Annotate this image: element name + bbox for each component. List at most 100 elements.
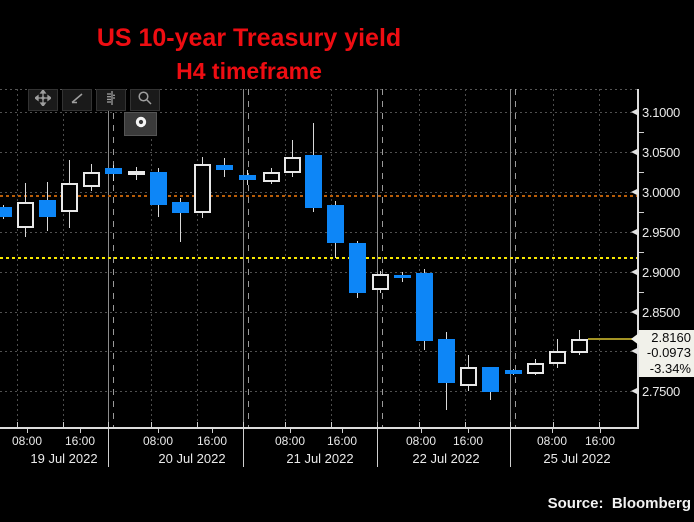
x-axis-tick [80, 429, 81, 433]
y-axis-tick-arrow [631, 188, 639, 196]
y-axis-tick-arrow [631, 148, 639, 156]
x-axis-upper-tick [243, 422, 244, 427]
h-gridline [0, 272, 637, 273]
target-tool-button[interactable] [124, 112, 157, 136]
y-axis-label: 2.8500 [642, 305, 680, 320]
y-axis-label: 3.0500 [642, 145, 680, 160]
last-price-line [588, 338, 637, 340]
candle-body-down [104, 168, 122, 174]
zoom-icon [137, 90, 153, 111]
candle-body-up [262, 172, 280, 182]
y-axis-tick-arrow [631, 308, 639, 316]
candle-body-down [504, 370, 522, 374]
day-separator [243, 429, 244, 467]
candle-body-down [304, 155, 322, 208]
y-axis-minor-tick [639, 132, 644, 133]
target-icon [133, 114, 149, 135]
x-axis-tick [290, 429, 291, 433]
x-axis-time-label: 08:00 [405, 434, 437, 448]
h-gridline [0, 232, 637, 233]
support-reference-line [0, 257, 637, 259]
candle-body-up [371, 274, 389, 290]
candle-body-down [415, 273, 433, 341]
candle-body-down [0, 207, 12, 217]
candle-body-down [149, 172, 167, 205]
annotations-tool-button[interactable] [96, 89, 126, 111]
x-axis-time-label: 08:00 [536, 434, 568, 448]
x-axis-date-label: 25 Jul 2022 [543, 451, 611, 466]
y-axis-tick-arrow [631, 268, 639, 276]
candle-body-up [127, 171, 145, 175]
x-axis-time-label: 16:00 [326, 434, 358, 448]
x-axis-upper-tick [599, 422, 600, 427]
x-axis-upper-tick [331, 422, 332, 427]
x-axis-time-label: 16:00 [196, 434, 228, 448]
x-axis-upper-tick [285, 422, 286, 427]
candle-body-down [38, 200, 56, 217]
annotations-icon [103, 90, 119, 111]
x-axis-date-label: 20 Jul 2022 [158, 451, 226, 466]
x-axis-upper-tick [197, 422, 198, 427]
candle-wick [179, 198, 181, 242]
candle-body-up [548, 351, 566, 364]
h-gridline [0, 351, 637, 352]
last-price-tag: 2.8160 -0.0973 -3.34% [631, 330, 694, 377]
y-axis-minor-tick [639, 292, 644, 293]
h-gridline [0, 391, 637, 392]
h-gridline [0, 312, 637, 313]
y-axis-minor-tick [639, 252, 644, 253]
h-gridline [0, 152, 637, 153]
candle-body-down [238, 175, 256, 180]
day-separator [377, 429, 378, 467]
x-axis-upper-tick [151, 422, 152, 427]
candle-body-up [526, 363, 544, 374]
source-credit: Source: Bloomberg [547, 495, 691, 512]
pan-tool-button[interactable] [28, 88, 58, 111]
x-axis-date-label: 19 Jul 2022 [30, 451, 98, 466]
candle-body-up [459, 367, 477, 386]
x-axis-tick [600, 429, 601, 433]
chart-plot-area[interactable] [0, 89, 637, 427]
candle-body-down [481, 367, 499, 392]
chart-subtitle: H4 timeframe [176, 58, 322, 84]
x-axis-upper-tick [63, 422, 64, 427]
y-axis-tick-arrow [631, 347, 639, 355]
x-axis-upper-tick [465, 422, 466, 427]
chart-title: US 10-year Treasury yield [96, 24, 402, 52]
price-pct-change: -3.34% [649, 360, 691, 376]
candle-body-up [283, 157, 301, 173]
candle-body-up [82, 172, 100, 187]
candle-body-down [326, 205, 344, 243]
candle-body-up [570, 339, 588, 353]
x-axis-date-label: 22 Jul 2022 [412, 451, 480, 466]
y-axis-minor-tick [639, 212, 644, 213]
x-axis-tick [342, 429, 343, 433]
candle-body-down [215, 165, 233, 170]
candle-body-up [60, 183, 78, 212]
x-axis-upper-tick [17, 422, 18, 427]
candle-body-up [193, 164, 211, 213]
x-axis-tick [27, 429, 28, 433]
price-net-change: -0.0973 [646, 345, 691, 361]
price-tag-pointer [631, 333, 639, 345]
last-price-value: 2.8160 [651, 330, 691, 345]
x-axis-time-label: 08:00 [142, 434, 174, 448]
x-axis-tick [421, 429, 422, 433]
y-axis-line [637, 89, 639, 427]
y-axis-minor-tick [639, 172, 644, 173]
move-icon [33, 88, 53, 111]
y-axis-tick-arrow [631, 108, 639, 116]
x-axis-tick [158, 429, 159, 433]
zoom-tool-button[interactable] [130, 89, 160, 111]
trendline-icon [69, 90, 85, 111]
x-axis-line [0, 427, 639, 429]
y-axis-label: 3.1000 [642, 105, 680, 120]
x-axis-time-label: 16:00 [584, 434, 616, 448]
day-separator [510, 429, 511, 467]
candle-body-down [171, 202, 189, 213]
day-separator [108, 429, 109, 467]
x-axis-tick [552, 429, 553, 433]
trendline-tool-button[interactable] [62, 89, 92, 111]
